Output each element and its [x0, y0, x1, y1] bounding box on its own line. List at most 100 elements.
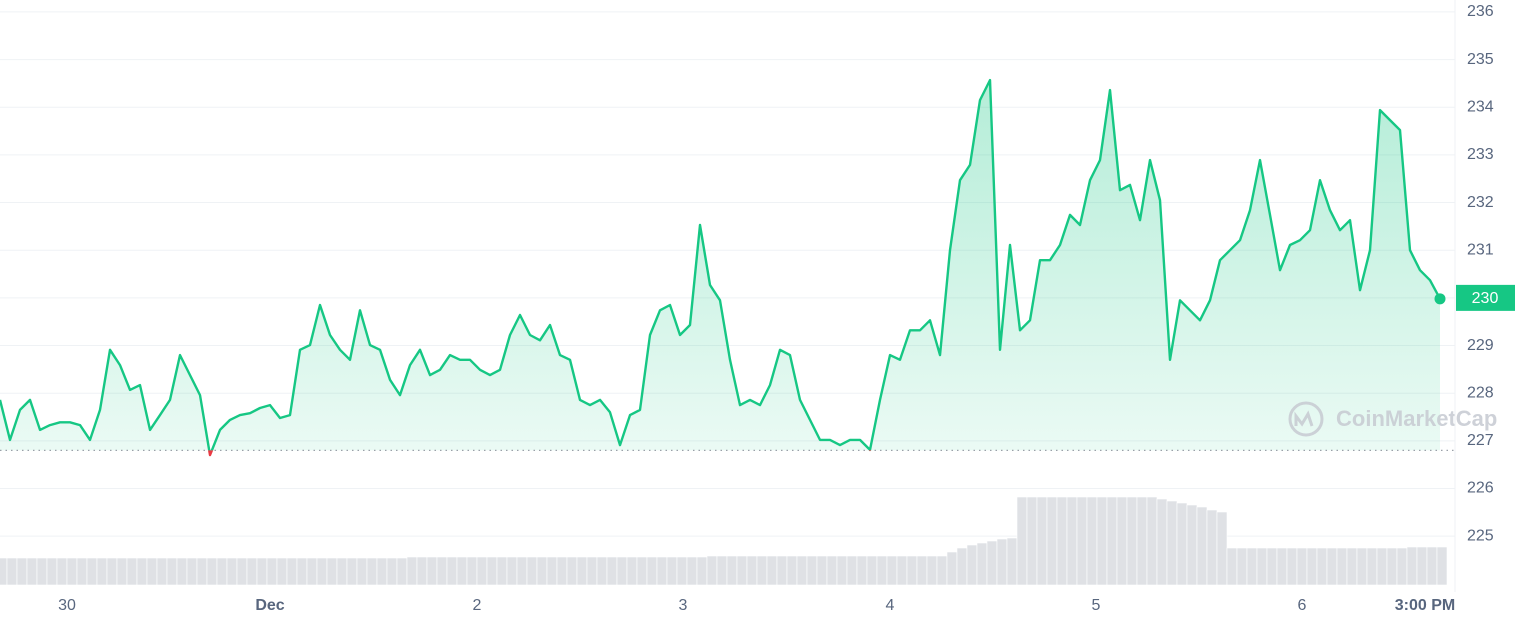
volume-bar	[1416, 546, 1428, 586]
volume-bar	[896, 555, 908, 586]
volume-bar	[1146, 496, 1158, 586]
volume-bar	[706, 555, 718, 586]
volume-bar	[176, 557, 188, 586]
volume-bar	[806, 555, 818, 586]
plot	[0, 78, 1455, 457]
volume-bar	[366, 557, 378, 586]
x-tick-label: Dec	[255, 597, 284, 614]
volume-bar	[1356, 547, 1368, 586]
volume-bar	[956, 547, 968, 586]
volume-bar	[1056, 496, 1068, 586]
volume-bar	[906, 555, 918, 586]
last-point	[1434, 293, 1446, 305]
volume-bar	[786, 555, 798, 586]
volume-bar	[416, 556, 428, 586]
volume-bar	[186, 557, 198, 586]
volume-bar	[126, 557, 138, 586]
volume-bar	[1166, 500, 1178, 586]
volume-bar	[26, 557, 38, 586]
watermark-logo-mark	[1294, 410, 1314, 427]
volume-bar	[506, 556, 518, 586]
volume-bar	[676, 556, 688, 586]
volume-bar	[606, 556, 618, 586]
volume-bar	[96, 557, 108, 586]
volume-bar	[686, 556, 698, 586]
volume-bar	[716, 555, 728, 586]
volume-bar	[336, 557, 348, 586]
volume-bar	[986, 540, 998, 586]
watermark: CoinMarketCap	[1288, 401, 1497, 437]
volume-bar	[226, 557, 238, 586]
volume-bar	[656, 556, 668, 586]
y-tick-label: 234	[1467, 98, 1494, 115]
volume-bar	[16, 557, 28, 586]
volume-bar	[1076, 496, 1088, 586]
volume-bar	[6, 557, 18, 586]
volume-bar	[1396, 547, 1408, 586]
y-tick-label: 226	[1467, 480, 1494, 497]
volume-bar	[496, 556, 508, 586]
volume-bar	[1196, 506, 1208, 586]
volume-bar	[946, 551, 958, 586]
volume-bar	[36, 557, 48, 586]
volume-bar	[1256, 547, 1268, 586]
volume-bar	[266, 557, 278, 586]
volume-bar	[286, 557, 298, 586]
volume-bar	[1176, 502, 1188, 586]
volume-bar	[666, 556, 678, 586]
x-tick-label: 3	[679, 597, 688, 614]
volume-bar	[766, 555, 778, 586]
y-tick-label: 236	[1467, 3, 1494, 20]
volume-bar	[856, 555, 868, 586]
volume-bar	[256, 557, 268, 586]
volume-bar	[1316, 547, 1328, 586]
volume-bar	[526, 556, 538, 586]
volume-bar	[1236, 547, 1248, 586]
volume-bar	[836, 555, 848, 586]
volume-bar	[56, 557, 68, 586]
volume-bar	[1286, 547, 1298, 586]
volume-bar	[316, 557, 328, 586]
volume-bar	[1046, 496, 1058, 586]
volume-bar	[746, 555, 758, 586]
volume-bar	[1296, 547, 1308, 586]
volume-bar	[136, 557, 148, 586]
volume-bar	[1406, 546, 1418, 586]
volume-bar	[1266, 547, 1278, 586]
volume-bar	[1336, 547, 1348, 586]
volume-bar	[866, 555, 878, 586]
volume-bar	[386, 557, 398, 586]
volume-bar	[146, 557, 158, 586]
volume-bar	[646, 556, 658, 586]
volume-bar	[236, 557, 248, 586]
volume-bars	[0, 496, 1448, 586]
volume-bar	[576, 556, 588, 586]
volume-bar	[916, 555, 928, 586]
volume-bar	[1216, 511, 1228, 586]
volume-bar	[756, 555, 768, 586]
price-tag-label: 230	[1472, 290, 1499, 307]
volume-bar	[206, 557, 218, 586]
x-tick-label: 6	[1298, 597, 1307, 614]
volume-bar	[1156, 498, 1168, 586]
volume-bar	[446, 556, 458, 586]
volume-bar	[1116, 496, 1128, 586]
volume-bar	[396, 557, 408, 586]
volume-bar	[76, 557, 88, 586]
volume-bar	[306, 557, 318, 586]
volume-bar	[296, 557, 308, 586]
y-tick-label: 228	[1467, 384, 1494, 401]
volume-bar	[356, 557, 368, 586]
volume-bar	[156, 557, 168, 586]
x-tick-label: 2	[473, 597, 482, 614]
volume-bar	[1426, 546, 1438, 586]
volume-bar	[776, 555, 788, 586]
y-tick-label: 235	[1467, 51, 1494, 68]
volume-bar	[1276, 547, 1288, 586]
volume-bar	[1096, 496, 1108, 586]
volume-bar	[1246, 547, 1258, 586]
volume-bar	[436, 556, 448, 586]
volume-bar	[936, 555, 948, 586]
volume-bar	[86, 557, 98, 586]
volume-bar	[826, 555, 838, 586]
